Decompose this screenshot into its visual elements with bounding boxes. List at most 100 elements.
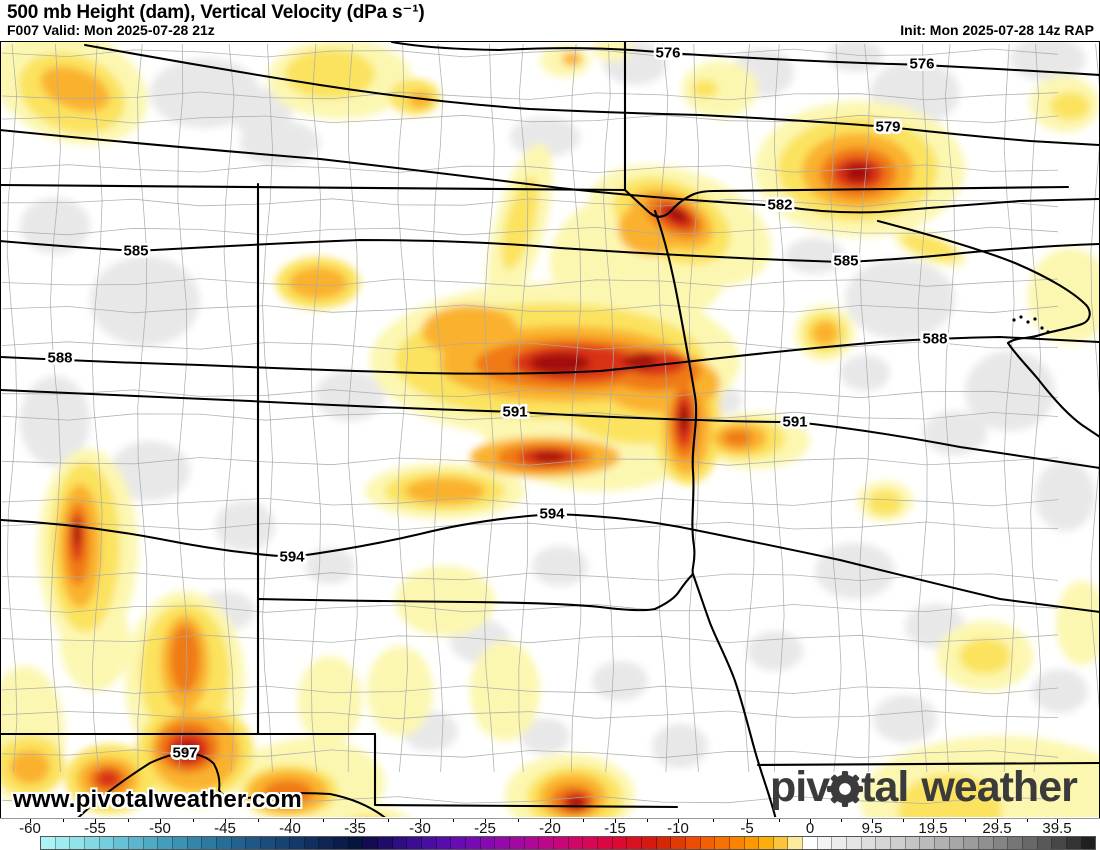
colorbar-tick-label: 0 (805, 820, 815, 837)
colorbar-cell (172, 837, 188, 849)
colorbar-cell (656, 837, 672, 849)
colorbar-minor-tick (965, 819, 966, 822)
colorbar-minor-tick (902, 819, 904, 822)
colorbar-cell (128, 837, 144, 849)
colorbar-tick-label: -50 (149, 820, 171, 837)
colorbar-tick-mark (810, 819, 811, 823)
colorbar-cell (744, 837, 760, 849)
colorbar-tick-mark (1057, 819, 1058, 823)
colorbar-cell (1008, 837, 1023, 849)
colorbar-cell (187, 837, 203, 849)
colorbar-tick-label: -60 (19, 820, 41, 837)
colorbar-cell (392, 837, 408, 849)
colorbar-cell (99, 837, 115, 849)
colorbar-cell (832, 837, 848, 849)
colorbar-cell (641, 837, 657, 849)
colorbar-cell (510, 837, 525, 849)
colorbar-cell (378, 837, 393, 849)
colorbar-cell (246, 837, 261, 849)
colorbar-cell (597, 837, 613, 849)
weather-map[interactable]: 576 576 579 582 585 585 588 588 591 591 594 594 597 (0, 41, 1100, 818)
colorbar-tick-mark (747, 819, 748, 823)
colorbar-cell (348, 837, 364, 849)
colorbar-cell (1022, 837, 1038, 849)
colorbar-cell (143, 837, 159, 849)
colorbar-cell (949, 837, 965, 849)
colorbar-cell (41, 837, 56, 849)
colorbar-tick-label: 29.5 (982, 820, 1012, 837)
colorbar-cell (568, 837, 584, 849)
colorbar-minor-tick (127, 819, 129, 822)
logo-text-tal: tal (861, 762, 909, 811)
map-canvas[interactable]: 576 576 579 582 585 585 588 588 591 591 594 594 597 (1, 42, 1099, 817)
colorbar-minor-tick (1027, 819, 1028, 822)
colorbar-cell (1037, 837, 1053, 849)
colorbar-minor-tick (322, 819, 324, 822)
contour-label: 585 (123, 243, 148, 260)
colorbar-cell (319, 837, 335, 849)
colorbar-minor-tick (712, 819, 714, 822)
colorbar-cell (935, 837, 950, 849)
colorbar-tick-label: 39.5 (1042, 820, 1072, 837)
colorbar-cell (158, 837, 173, 849)
contour-label: 594 (539, 506, 565, 523)
colorbar-cell (861, 837, 877, 849)
colorbar-cell (422, 837, 437, 849)
page-title: 500 mb Height (dam), Vertical Velocity (… (7, 2, 425, 23)
colorbar-cell (290, 837, 305, 849)
contour-label: 585 (833, 253, 858, 270)
colorbar-cell (451, 837, 467, 849)
contour-label: 591 (782, 414, 807, 431)
colorbar-cell (466, 837, 481, 849)
colorbar-tick-label: -15 (604, 820, 626, 837)
colorbar-cell (700, 837, 716, 849)
forecast-valid-label: F007 Valid: Mon 2025-07-28 21z (7, 22, 215, 38)
colorbar-cell (583, 837, 598, 849)
contour-label: 594 (279, 549, 305, 566)
contour-label: 588 (47, 350, 72, 367)
colorbar-cell (847, 837, 862, 849)
colorbar-cell (803, 837, 818, 849)
colorbar-minor-tick (517, 819, 519, 822)
colorbar-tick-label: -55 (84, 820, 106, 837)
colorbar-cell (979, 837, 994, 849)
colorbar-minor-tick (582, 819, 584, 822)
colorbar-cell (1052, 837, 1067, 849)
model-init-label: Init: Mon 2025-07-28 14z RAP (900, 22, 1094, 38)
colorbar-cell (70, 837, 85, 849)
contour-label: 579 (875, 119, 900, 136)
colorbar-tick-mark (95, 819, 96, 823)
colorbar-minor-tick (257, 819, 259, 822)
colorbar-tick-label: -20 (539, 820, 561, 837)
colorbar-cell (759, 837, 774, 849)
contour-label: 597 (172, 745, 197, 762)
contour-labels: 576 576 579 582 585 585 588 588 591 591 594 594 597 (45, 42, 950, 764)
colorbar-tick-mark (355, 819, 356, 823)
contour-label: 576 (655, 45, 680, 62)
colorbar-tick-mark (615, 819, 616, 823)
colorbar-tick-mark (997, 819, 998, 823)
colorbar-gradient (40, 836, 1096, 850)
colorbar-cell (773, 837, 789, 849)
colorbar-tick-label: -5 (740, 820, 754, 837)
colorbar-tick-label: -25 (474, 820, 496, 837)
colorbar-cell (627, 837, 642, 849)
colorbar-tick-mark (933, 819, 934, 823)
colorbar-cell (275, 837, 291, 849)
colorbar-cell (788, 837, 804, 849)
colorbar-minor-tick (192, 819, 194, 822)
colorbar-tick-mark (290, 819, 291, 823)
colorbar-cell (905, 837, 921, 849)
colorbar-tick-label: 19.5 (918, 820, 948, 837)
colorbar-cell (671, 837, 686, 849)
colorbar-cell (920, 837, 936, 849)
colorbar-cell (817, 837, 833, 849)
colorbar: -60 -55 -50 -45 -40 -35 -30 -25 -20 -15 -10 -5 0 9.5 1… (0, 818, 1100, 850)
state-borders (1, 42, 1099, 817)
colorbar-tick-mark (225, 819, 226, 823)
colorbar-tick-mark (485, 819, 486, 823)
colorbar-cell (334, 837, 349, 849)
colorbar-cell (216, 837, 232, 849)
colorbar-tick-label: 9.5 (861, 820, 883, 837)
contour-label: 582 (767, 197, 792, 214)
